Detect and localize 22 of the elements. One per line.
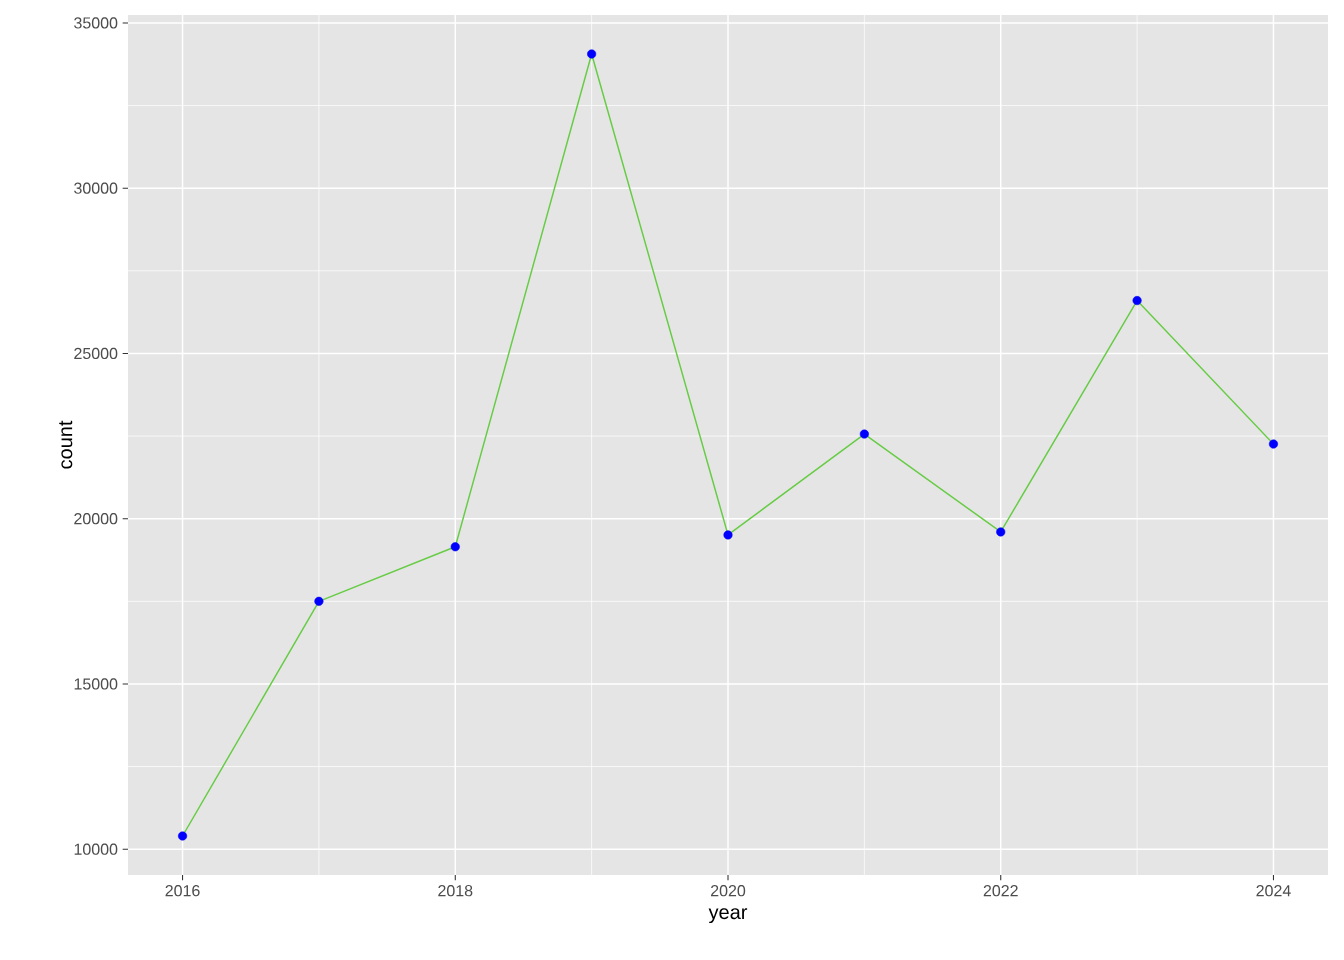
point xyxy=(314,596,324,606)
x-axis-title: year xyxy=(708,908,748,924)
x-tick-label: 2022 xyxy=(983,885,1018,897)
x-tick-label: 2020 xyxy=(711,885,746,897)
x-tick-label: 2016 xyxy=(165,885,200,897)
y-tick-label: 35000 xyxy=(74,17,118,29)
y-tick-label: 15000 xyxy=(74,678,118,690)
point xyxy=(450,542,460,552)
y-tick-label: 30000 xyxy=(74,182,118,194)
y-axis-title: count xyxy=(59,420,73,469)
point xyxy=(1132,296,1142,306)
point xyxy=(587,49,597,59)
y-tick-label: 10000 xyxy=(74,843,118,855)
point xyxy=(178,831,188,841)
point xyxy=(723,530,733,540)
y-tick-label: 20000 xyxy=(74,513,118,525)
point xyxy=(859,429,869,439)
x-tick-label: 2024 xyxy=(1256,885,1291,897)
point xyxy=(1268,439,1278,449)
y-tick-label: 25000 xyxy=(74,347,118,360)
point xyxy=(996,527,1006,537)
x-tick-label: 2018 xyxy=(438,885,473,897)
